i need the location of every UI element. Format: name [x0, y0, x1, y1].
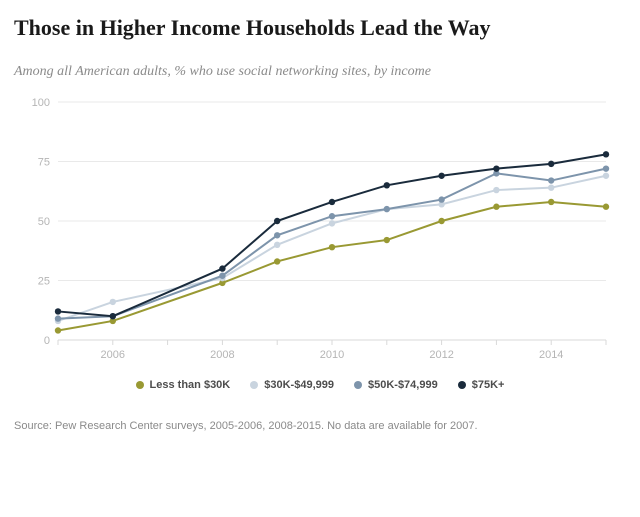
- legend-item: $50K-$74,999: [354, 378, 438, 392]
- series-point: [274, 258, 280, 264]
- legend-label: $30K-$49,999: [264, 379, 334, 391]
- series-point: [603, 165, 609, 171]
- series-point: [438, 196, 444, 202]
- chart-legend: Less than $30K $30K-$49,999 $50K-$74,999 $7…: [14, 378, 626, 396]
- series-point: [493, 203, 499, 209]
- x-axis-tick-label: 2014: [539, 349, 563, 361]
- series-point: [493, 186, 499, 192]
- legend-marker: [354, 381, 362, 389]
- series-point: [548, 160, 554, 166]
- chart-container: Those in Higher Income Households Lead t…: [0, 0, 640, 453]
- legend-label: $50K-$74,999: [368, 379, 438, 391]
- legend-marker: [250, 381, 258, 389]
- series-point: [219, 265, 225, 271]
- series-point: [110, 298, 116, 304]
- legend-item: $30K-$49,999: [250, 378, 334, 392]
- series-point: [55, 315, 61, 321]
- series-point: [603, 172, 609, 178]
- y-axis-tick-label: 25: [38, 275, 50, 287]
- series-point: [219, 272, 225, 278]
- series-point: [55, 327, 61, 333]
- series-point: [329, 243, 335, 249]
- series-point: [274, 217, 280, 223]
- x-axis-tick-label: 2008: [210, 349, 234, 361]
- series-point: [274, 241, 280, 247]
- legend-label: $75K+: [472, 379, 505, 391]
- series-point: [110, 313, 116, 319]
- legend-item: $75K+: [458, 378, 505, 392]
- series-point: [493, 165, 499, 171]
- series-point: [438, 172, 444, 178]
- series-point: [329, 220, 335, 226]
- series-point: [548, 184, 554, 190]
- y-axis-tick-label: 50: [38, 216, 50, 228]
- series-point: [329, 213, 335, 219]
- series-point: [438, 217, 444, 223]
- chart-subtitle: Among all American adults, % who use soc…: [14, 64, 626, 80]
- legend-item: Less than $30K: [136, 378, 231, 392]
- x-axis-tick-label: 2010: [320, 349, 344, 361]
- y-axis-tick-label: 100: [32, 97, 50, 109]
- series-point: [329, 198, 335, 204]
- y-axis-tick-label: 0: [44, 335, 50, 347]
- series-point: [603, 203, 609, 209]
- series-point: [548, 198, 554, 204]
- series-point: [384, 182, 390, 188]
- legend-marker: [136, 381, 144, 389]
- line-chart-svg: 0 25 50 75 100 2006 2008 2010 2012 2014: [14, 96, 626, 364]
- x-axis-tick-label: 2012: [429, 349, 453, 361]
- series-point: [55, 308, 61, 314]
- legend-marker: [458, 381, 466, 389]
- series-point: [384, 236, 390, 242]
- series-point: [603, 151, 609, 157]
- series-point: [274, 232, 280, 238]
- series-point: [548, 177, 554, 183]
- legend-label: Less than $30K: [150, 379, 231, 391]
- chart-plot-area: 0 25 50 75 100 2006 2008 2010 2012 2014: [14, 96, 626, 364]
- chart-source: Source: Pew Research Center surveys, 200…: [14, 420, 626, 432]
- x-axis-tick-label: 2006: [101, 349, 125, 361]
- y-axis-tick-label: 75: [38, 156, 50, 168]
- chart-title: Those in Higher Income Households Lead t…: [14, 14, 626, 42]
- series-point: [384, 205, 390, 211]
- series-line: [58, 154, 606, 316]
